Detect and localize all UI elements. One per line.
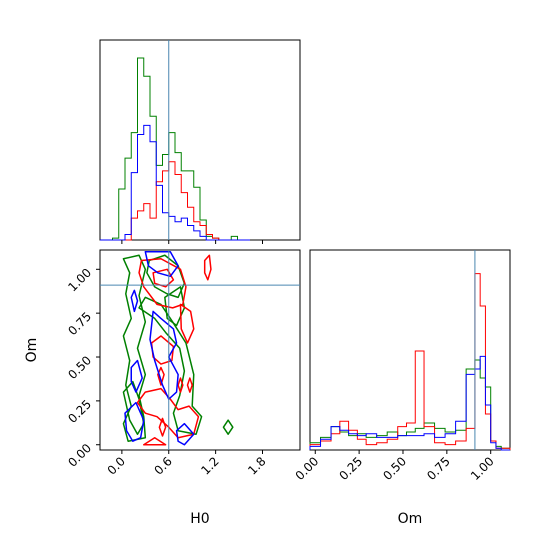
y-axis-title-om: Om xyxy=(24,338,40,363)
hist-h0-ticks xyxy=(121,240,263,244)
hist-h0-series-group xyxy=(100,57,250,241)
x-axis-title-om: Om xyxy=(398,511,423,527)
contour-series-0-5 xyxy=(222,419,234,435)
y-tick-label-om-1: 0.25 xyxy=(65,397,94,426)
y-ticks-om: 0.00 0.25 0.50 0.75 1.00 xyxy=(65,266,100,470)
x-ticks-om: 0.00 0.25 0.50 0.75 1.00 xyxy=(293,450,497,483)
panel-hist-om-frame xyxy=(309,249,511,451)
panel-2d-frame xyxy=(99,249,301,451)
y-tick-label-om-3: 0.75 xyxy=(65,309,94,338)
contour-series-2-19 xyxy=(130,289,139,313)
contour-series-2-21 xyxy=(124,401,145,442)
y-tick-label-om-0: 0.00 xyxy=(65,441,94,470)
panel-hist-h0 xyxy=(99,39,301,244)
x-tick-label-om-3: 0.75 xyxy=(424,454,453,483)
contour-series-1-15 xyxy=(158,417,167,437)
contour-series-1-16 xyxy=(143,436,167,446)
hist-h0-series-0 xyxy=(100,57,250,241)
x-ticks-h0: 0.0 0.6 1.2 1.8 xyxy=(105,450,269,478)
x-tick-label-om-2: 0.50 xyxy=(380,454,409,483)
x-tick-label-h0-0: 0.0 xyxy=(105,454,128,477)
y-tick-label-om-4: 1.00 xyxy=(65,266,94,295)
x-tick-label-om-1: 0.25 xyxy=(336,454,365,483)
contour-series-1-14 xyxy=(186,377,193,393)
panel-hist-om: 0.00 0.25 0.50 0.75 1.00 xyxy=(293,249,511,483)
panel-2d-h0-om: 0.0 0.6 1.2 1.8 0.00 0.25 0.50 0.75 1.00 xyxy=(65,249,301,478)
contour-series-1-7 xyxy=(152,268,175,288)
contour-series-1-13 xyxy=(177,377,184,393)
contour-series-2-18 xyxy=(149,310,179,400)
contour-series-2-20 xyxy=(130,359,143,393)
contour-series-2-17 xyxy=(144,251,179,278)
contours-group xyxy=(122,251,234,446)
x-tick-label-h0-2: 1.2 xyxy=(198,454,221,477)
hist-om-series-group xyxy=(309,273,511,451)
contour-series-1-8 xyxy=(179,303,195,344)
hist-om-series-1 xyxy=(309,273,511,450)
x-axis-title-h0: H0 xyxy=(190,511,209,527)
contour-series-1-10 xyxy=(150,335,175,365)
hist-om-series-0 xyxy=(309,359,511,450)
contour-series-1-12 xyxy=(157,366,165,386)
x-tick-label-h0-3: 1.8 xyxy=(245,454,268,477)
hist-om-series-2 xyxy=(309,355,510,451)
x-tick-label-om-4: 1.00 xyxy=(468,454,497,483)
x-tick-label-om-0: 0.00 xyxy=(293,454,322,483)
panel-hist-h0-frame xyxy=(99,39,301,241)
x-tick-label-h0-1: 0.6 xyxy=(151,454,174,477)
contour-series-1-6 xyxy=(138,258,187,309)
contour-series-0-1 xyxy=(146,254,186,299)
contour-series-2-22 xyxy=(175,422,195,446)
contour-series-1-11 xyxy=(136,387,200,439)
contour-series-1-9 xyxy=(203,254,212,281)
y-tick-label-om-2: 0.50 xyxy=(65,353,94,382)
hist-h0-series-1 xyxy=(100,161,250,241)
